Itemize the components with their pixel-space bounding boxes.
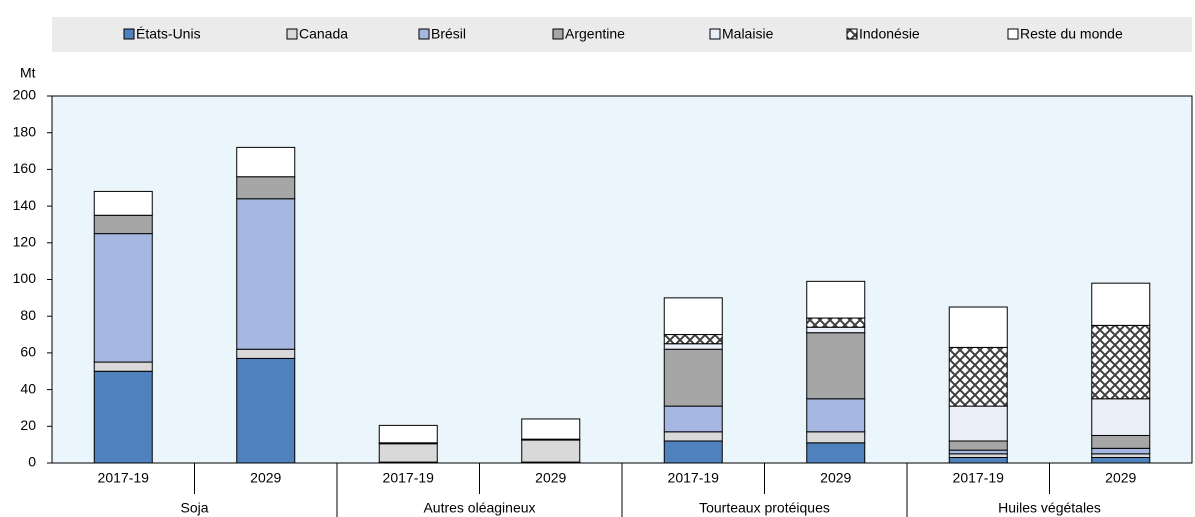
y-tick-label: 40 <box>20 380 36 396</box>
y-axis-label: Mt <box>20 65 36 81</box>
bar-segment <box>948 449 1008 455</box>
legend-label: Indonésie <box>859 26 920 42</box>
x-tick-label: 2017-19 <box>953 470 1005 486</box>
y-tick-label: 180 <box>13 123 37 139</box>
bar-segment <box>1091 434 1151 449</box>
y-tick-label: 60 <box>20 344 36 360</box>
legend-swatch <box>1007 28 1019 40</box>
legend-label: Malaisie <box>722 26 774 42</box>
x-tick-label: 2029 <box>820 470 851 486</box>
bar-segment <box>378 443 438 463</box>
legend-swatch <box>418 28 430 40</box>
bar-segment <box>948 346 1008 407</box>
bar-segment <box>663 343 723 350</box>
legend-label: États-Unis <box>136 26 201 42</box>
bar-segment <box>948 456 1008 464</box>
x-tick-label: 2017-19 <box>383 470 435 486</box>
y-tick-label: 100 <box>13 270 37 286</box>
bar-segment <box>663 405 723 433</box>
y-tick-label: 80 <box>20 307 36 323</box>
bar-segment <box>236 146 296 178</box>
bar-segment <box>806 332 866 400</box>
bar-segment <box>93 190 153 216</box>
bar-segment <box>93 361 153 372</box>
legend-swatch <box>709 28 721 40</box>
bar-segment <box>663 431 723 442</box>
bar-segment <box>93 370 153 464</box>
bar-segment <box>378 424 438 444</box>
x-tick-label: 2029 <box>250 470 281 486</box>
x-tick-label: 2029 <box>535 470 566 486</box>
bar-segment <box>806 431 866 444</box>
legend-swatch <box>846 28 858 40</box>
y-tick-label: 200 <box>13 87 37 103</box>
bar-segment <box>948 405 1008 442</box>
legend-swatch <box>552 28 564 40</box>
legend-label: Brésil <box>431 26 466 42</box>
bar-segment <box>1091 447 1151 455</box>
bar-segment <box>1091 282 1151 326</box>
legend-background <box>52 17 1192 52</box>
bar-segment <box>948 306 1008 348</box>
bar-segment <box>806 280 866 319</box>
bar-segment <box>663 334 723 345</box>
bar-segment <box>521 439 581 463</box>
x-tick-label: 2017-19 <box>668 470 720 486</box>
bar-segment <box>948 440 1008 451</box>
bar-segment <box>806 326 866 334</box>
bar-segment <box>1091 398 1151 436</box>
bar-segment <box>663 440 723 464</box>
group-label: Tourteaux protéiques <box>699 500 830 516</box>
legend-swatch <box>123 28 135 40</box>
bar-segment <box>806 398 866 433</box>
legend-label: Argentine <box>565 26 625 42</box>
x-tick-label: 2017-19 <box>98 470 150 486</box>
bar-segment <box>663 297 723 336</box>
y-tick-label: 20 <box>20 417 36 433</box>
bar-segment <box>1091 453 1151 458</box>
legend-swatch <box>286 28 298 40</box>
group-label: Huiles végétales <box>998 500 1101 516</box>
bar-segment <box>93 233 153 363</box>
bar-segment <box>236 176 296 200</box>
y-tick-label: 160 <box>13 160 37 176</box>
bar-segment <box>806 317 866 328</box>
plot-area <box>51 95 1193 464</box>
group-label: Soja <box>180 500 208 516</box>
bar-segment <box>521 418 581 440</box>
bar-segment <box>1091 324 1151 400</box>
legend-label: Reste du monde <box>1020 26 1123 42</box>
y-tick-label: 120 <box>13 234 37 250</box>
group-label: Autres oléagineux <box>423 500 535 516</box>
bar-segment <box>236 357 296 464</box>
y-tick-label: 0 <box>28 454 36 470</box>
bar-segment <box>236 198 296 350</box>
x-tick-label: 2029 <box>1105 470 1136 486</box>
bar-segment <box>236 348 296 359</box>
bar-segment <box>1091 456 1151 464</box>
bar-segment <box>663 348 723 407</box>
bar-segment <box>806 442 866 464</box>
y-tick-label: 140 <box>13 197 37 213</box>
legend-label: Canada <box>299 26 348 42</box>
bar-segment <box>93 214 153 235</box>
bar-segment <box>948 453 1008 458</box>
